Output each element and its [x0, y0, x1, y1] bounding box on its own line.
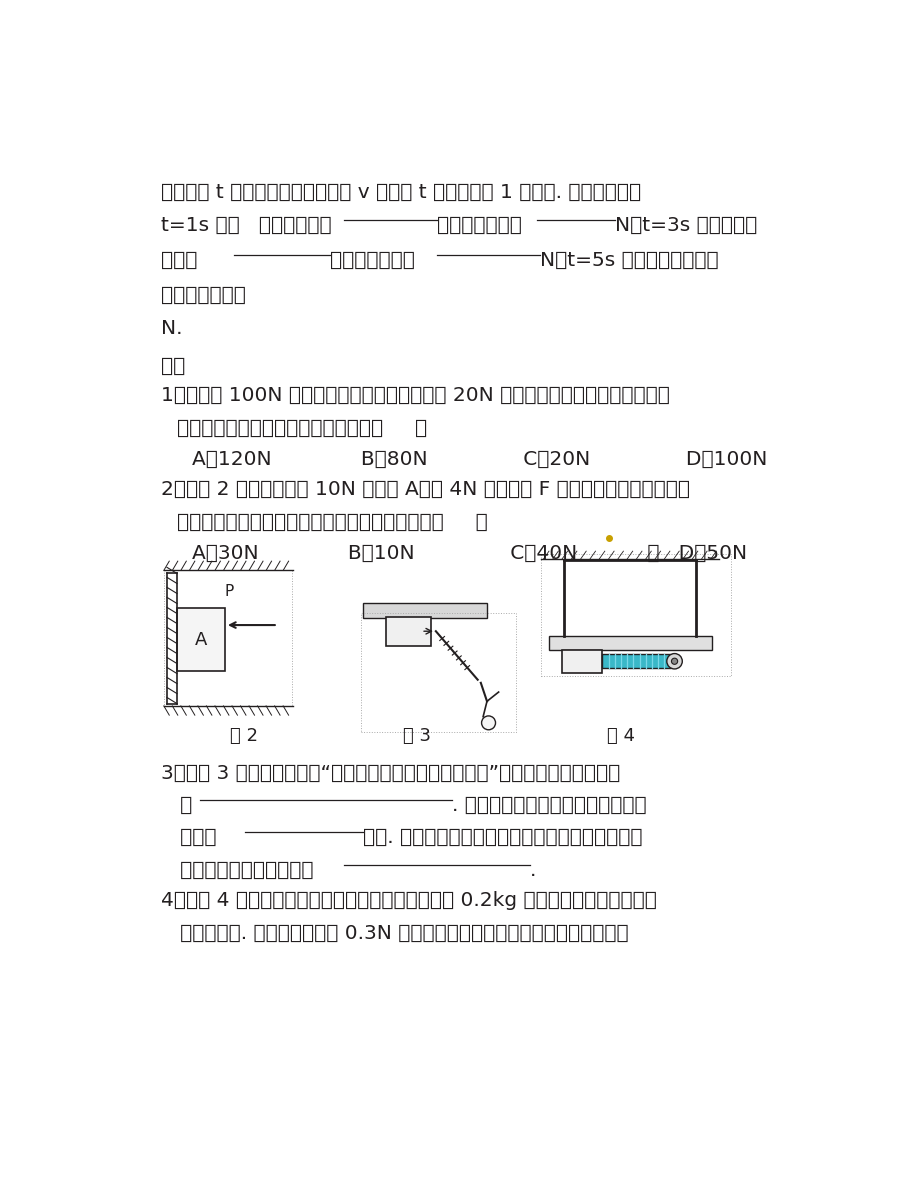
Text: 大小，这样做的依据是：: 大小，这样做的依据是： [162, 861, 313, 880]
Bar [540, 554, 731, 676]
Text: 图 4: 图 4 [607, 727, 634, 745]
Text: 到的是: 到的是 [162, 250, 198, 269]
Circle shape [481, 716, 495, 730]
Bar [363, 603, 486, 619]
Text: P: P [224, 584, 233, 598]
Circle shape [671, 658, 677, 664]
Text: 摩擦力，大小为: 摩擦力，大小为 [437, 216, 521, 235]
Text: A．120N              B．80N               C．20N               D．100N: A．120N B．80N C．20N D．100N [192, 449, 767, 468]
Text: 壁上并保持静止，则墙壁对物体的摩擦力大小为（     ）: 壁上并保持静止，则墙壁对物体的摩擦力大小为（ ） [176, 513, 487, 532]
Text: 木块作: 木块作 [162, 828, 217, 848]
Text: t=1s 时，   物体受到的是: t=1s 时， 物体受到的是 [162, 216, 332, 235]
Bar [386, 616, 431, 646]
Text: 是: 是 [162, 796, 193, 815]
Text: N；t=3s 时，物体受: N；t=3s 时，物体受 [614, 216, 756, 235]
Text: A．30N              B．10N               C．40N           ．   D．50N: A．30N B．10N C．40N ． D．50N [192, 544, 747, 563]
Text: . 纠正错误后，应拉动弹簧测力计使: . 纠正错误后，应拉动弹簧测力计使 [451, 796, 646, 815]
Text: 4．如图 4 所示，足够长的水平桌面上静止一质量为 0.2kg 的木块，用弹簧秤沿水平: 4．如图 4 所示，足够长的水平桌面上静止一质量为 0.2kg 的木块，用弹簧秤… [162, 892, 657, 911]
Text: 图 2: 图 2 [230, 727, 257, 745]
Text: 自测: 自测 [162, 358, 186, 377]
Circle shape [666, 653, 682, 669]
Bar [549, 635, 711, 650]
Bar [361, 613, 516, 732]
Text: 1．一只重 100N 的木笱，放在水平地面上，用 20N 沿水平方向的力推它，木笱做匀: 1．一只重 100N 的木笱，放在水平地面上，用 20N 沿水平方向的力推它，木… [162, 386, 670, 405]
Bar [176, 608, 225, 671]
Text: 摩擦力，大小为: 摩擦力，大小为 [162, 286, 246, 304]
Text: 2．如图 2 所示，物重为 10N 的物体 A，在 4N 水平推力 F 的作用下，紧贴在竖直墙: 2．如图 2 所示，物重为 10N 的物体 A，在 4N 水平推力 F 的作用下… [162, 480, 690, 499]
Bar [164, 571, 291, 706]
Text: 直线运这时木笱受到的摩擦力大小是（     ）: 直线运这时木笱受到的摩擦力大小是（ ） [176, 418, 426, 437]
Text: 方向拉木块. 当弹簧秤示数是 0.3N 时，木块未被拉动，这时木块受到的摩擦力: 方向拉木块. 当弹簧秤示数是 0.3N 时，木块未被拉动，这时木块受到的摩擦力 [162, 924, 629, 943]
Text: 图 3: 图 3 [403, 727, 431, 745]
Bar [562, 650, 602, 672]
Text: 摩擦力，大小为: 摩擦力，大小为 [330, 250, 414, 269]
Text: A: A [195, 631, 207, 648]
Text: N；t=5s 时，物体受到的是: N；t=5s 时，物体受到的是 [539, 250, 718, 269]
Text: N.: N. [162, 318, 183, 337]
Text: 3．如图 3 所示，小芳在做“探究影响滑动摩擦力大小因素”的实验时，操作的错误: 3．如图 3 所示，小芳在做“探究影响滑动摩擦力大小因素”的实验时，操作的错误 [162, 764, 620, 783]
Bar [602, 654, 670, 669]
Text: 小与时间 t 的关系和物体运动速度 v 与时间 t 的关系如图 1 乙所示. 由图象可知当: 小与时间 t 的关系和物体运动速度 v 与时间 t 的关系如图 1 乙所示. 由… [162, 184, 641, 203]
Text: 运动. 此时弹簧测力计的示数即为物体所收摩擦力的: 运动. 此时弹簧测力计的示数即为物体所收摩擦力的 [363, 828, 641, 848]
Text: .: . [529, 861, 536, 880]
